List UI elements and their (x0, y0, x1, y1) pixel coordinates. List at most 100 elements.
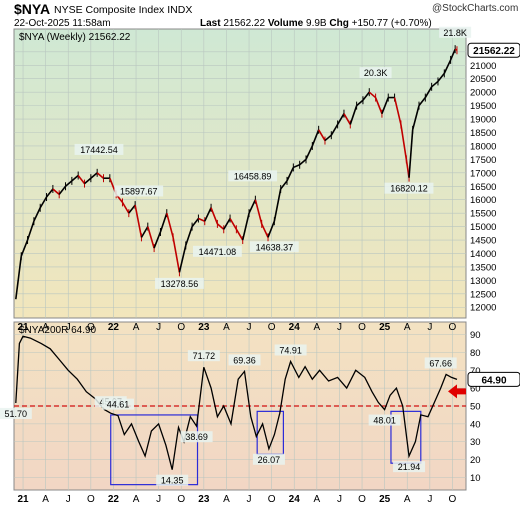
x-tick-label: O (177, 494, 185, 505)
y-tick-label: 17000 (470, 168, 496, 179)
price-segment (368, 91, 377, 99)
price-segment (424, 86, 433, 98)
x-tick-label: J (156, 322, 161, 333)
annotation-bg (101, 398, 134, 410)
x-tick-label: J (247, 494, 252, 505)
symbol-title: $NYA (14, 1, 51, 17)
x-tick-label: O (449, 494, 457, 505)
price-panel: 12000 12500 13000 13500 14000 14500 15000 15500… (13, 26, 520, 319)
volume-value: 9.9B (306, 18, 327, 29)
x-tick-label: J (247, 322, 252, 333)
quote-stats: Last 21562.22 Volume 9.9B Chg +150.77 (+… (200, 18, 432, 29)
price-segment (280, 180, 288, 190)
x-tick-label: A (42, 322, 49, 333)
price-segment (210, 207, 219, 225)
price-segment (299, 158, 307, 166)
y-tick-label: 13500 (470, 262, 496, 273)
y-tick-label: 19500 (470, 101, 496, 112)
price-segment (185, 226, 193, 246)
price-segment (374, 97, 383, 114)
price-segment (71, 174, 79, 182)
y-tick-label: 17500 (470, 155, 496, 166)
y-tick-label: 40 (470, 419, 481, 430)
price-segment (400, 124, 408, 160)
x-tick-label: A (223, 322, 230, 333)
price-segment (45, 188, 54, 198)
price-segment (411, 105, 420, 131)
price-segment (52, 188, 60, 195)
price-segment (178, 245, 187, 273)
annotation-bg (193, 245, 242, 257)
x-tick-label: J (427, 322, 432, 333)
y-tick-label: 80 (470, 348, 481, 359)
price-segment (96, 172, 105, 179)
chg-value: +150.77 (+0.70%) (351, 18, 432, 29)
y-tick-label: 18000 (470, 141, 496, 152)
breadth-panel: 10203040506070809051.7045.9744.6114.3538… (0, 321, 520, 491)
x-tick-label: 22 (108, 322, 120, 333)
x-tick-label: O (449, 322, 457, 333)
price-segment (204, 207, 212, 222)
price-segment (235, 228, 244, 241)
annotation-bg (274, 344, 307, 356)
price-segment (153, 231, 162, 249)
annotation-label: 26.07 (258, 455, 281, 465)
annotation-label: 14.35 (161, 476, 184, 486)
annotation-label: 21.94 (398, 462, 421, 472)
volume-label: Volume (267, 18, 304, 29)
annotation-bg (393, 461, 426, 473)
y-tick-label: 20000 (470, 88, 496, 99)
price-segment (83, 177, 92, 185)
annotation-label: 38.69 (185, 432, 208, 442)
price-segment (90, 172, 98, 179)
y-tick-label: 30 (470, 437, 481, 448)
y-tick-label: 70 (470, 366, 481, 377)
x-tick-label: 22 (108, 494, 120, 505)
x-tick-label: 25 (379, 322, 391, 333)
y-tick-label: 19000 (470, 115, 496, 126)
x-tick-label: 21 (17, 494, 29, 505)
y-tick-label: 15500 (470, 209, 496, 220)
annotation-label: 44.61 (107, 400, 130, 410)
price-segment (437, 72, 445, 82)
price-segment (449, 48, 456, 61)
price-segment (286, 167, 295, 182)
x-tick-label: A (133, 494, 140, 505)
price-segment (65, 180, 73, 187)
x-tick-label: J (337, 494, 342, 505)
price-segment (362, 91, 370, 101)
price-segment (317, 129, 326, 141)
annotation-bg (249, 241, 299, 253)
price-segment (311, 129, 320, 147)
x-tick-label: A (314, 494, 321, 505)
x-tick-label: 25 (379, 494, 391, 505)
x-tick-label: 21 (17, 322, 29, 333)
x-tick-label: J (66, 322, 71, 333)
annotation-label: 21.8K (443, 28, 467, 38)
price-segment (273, 188, 282, 222)
annotation-bg (228, 354, 261, 366)
quote-date: 22-Oct-2025 11:58am (14, 18, 111, 29)
x-tick-label: O (358, 322, 366, 333)
x-tick-label: 24 (289, 494, 301, 505)
x-tick-label: A (223, 494, 230, 505)
annotation-label: 16458.89 (234, 171, 272, 181)
x-tick-label: 23 (198, 494, 210, 505)
panel-title: $NYA (Weekly) 21562.22 (19, 32, 131, 43)
y-tick-label: 20 (470, 455, 481, 466)
x-tick-label: A (42, 494, 49, 505)
price-segment (349, 105, 358, 125)
annotation-bg (114, 185, 164, 197)
annotation-bg (156, 474, 189, 486)
price-segment (343, 113, 351, 125)
x-tick-label: J (156, 494, 161, 505)
x-tick-label: A (314, 322, 321, 333)
x-tick-label: 24 (289, 322, 301, 333)
annotation-bg (368, 414, 401, 426)
price-segment (33, 207, 41, 222)
annotation-bg (180, 431, 213, 443)
x-tick-label: O (87, 322, 95, 333)
price-segment (159, 212, 168, 233)
x-tick-label: O (268, 494, 276, 505)
price-segment (356, 99, 364, 107)
